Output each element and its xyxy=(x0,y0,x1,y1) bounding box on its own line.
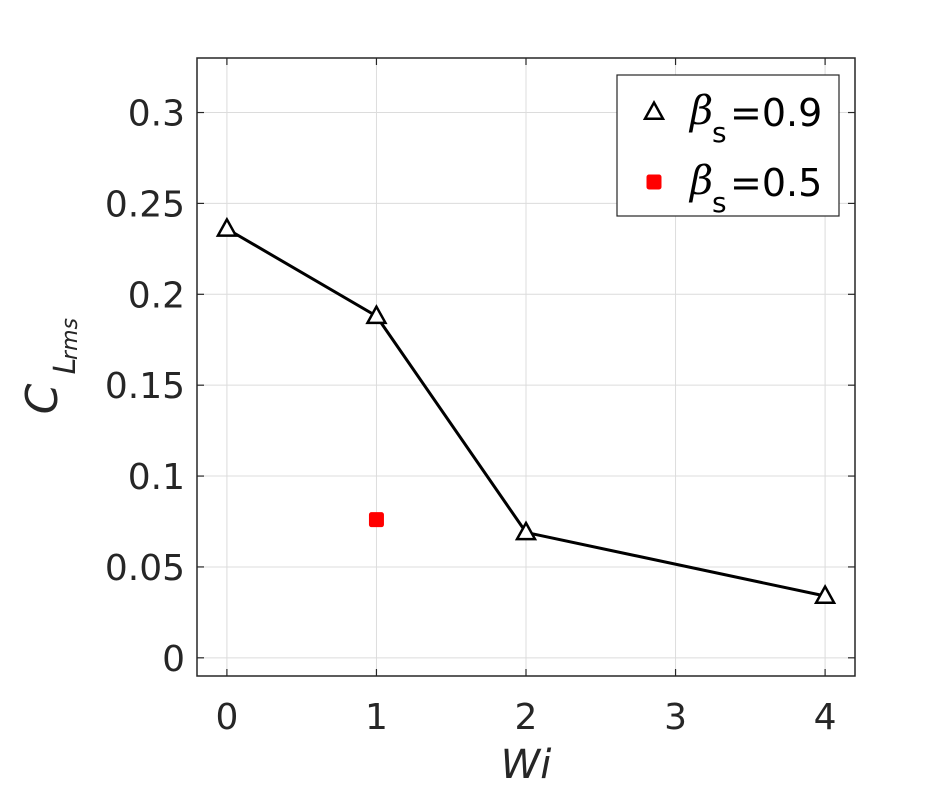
y-tick-label: 0.2 xyxy=(128,275,185,316)
data-point xyxy=(368,512,384,528)
x-tick-label: 2 xyxy=(515,697,538,738)
legend-entry-1: βs =0.9 xyxy=(642,88,822,149)
y-tick-label: 0 xyxy=(162,639,185,680)
legend-symbol: β xyxy=(688,88,713,134)
legend-label: =0.9 xyxy=(730,91,822,135)
x-axis-label: Wi xyxy=(501,742,552,788)
axis-ticks: 0 1 2 3 4 0 0.05 0.1 0.15 0.2 0.25 0.3 xyxy=(105,58,855,738)
y-tick-label: 0.1 xyxy=(128,457,185,498)
data-point xyxy=(514,520,538,541)
data-point xyxy=(813,583,837,605)
y-axis-label: C L rms xyxy=(17,318,83,414)
y-tick-label: 0.05 xyxy=(105,548,185,589)
x-tick-label: 3 xyxy=(664,697,687,738)
y-tick-label: 0.3 xyxy=(128,94,185,135)
legend-subscript: s xyxy=(712,186,727,219)
x-tick-label: 4 xyxy=(814,697,837,738)
x-tick-label: 0 xyxy=(215,697,238,738)
series-2 xyxy=(368,512,384,528)
data-point xyxy=(365,304,388,325)
legend-subscript: s xyxy=(712,116,727,149)
legend-label: =0.5 xyxy=(730,161,822,205)
legend-entry-2: βs =0.5 xyxy=(646,158,822,219)
legend-box xyxy=(616,74,840,217)
series-1-line xyxy=(226,227,826,598)
legend: βs =0.9βs =0.5 xyxy=(616,74,840,219)
x-tick-label: 1 xyxy=(365,697,388,738)
grid xyxy=(197,58,855,676)
y-axis-label-sub: L xyxy=(48,358,83,375)
y-axis-label-subsub: rms xyxy=(58,318,83,360)
series-layer xyxy=(215,216,837,605)
y-axis-label-main: C xyxy=(17,383,68,414)
y-tick-label: 0.15 xyxy=(105,366,185,407)
legend-symbol: β xyxy=(688,158,713,204)
legend-marker xyxy=(642,99,666,120)
legend-marker xyxy=(646,174,662,190)
series-1 xyxy=(215,216,837,605)
y-tick-label: 0.25 xyxy=(105,184,185,225)
data-point xyxy=(215,216,239,237)
